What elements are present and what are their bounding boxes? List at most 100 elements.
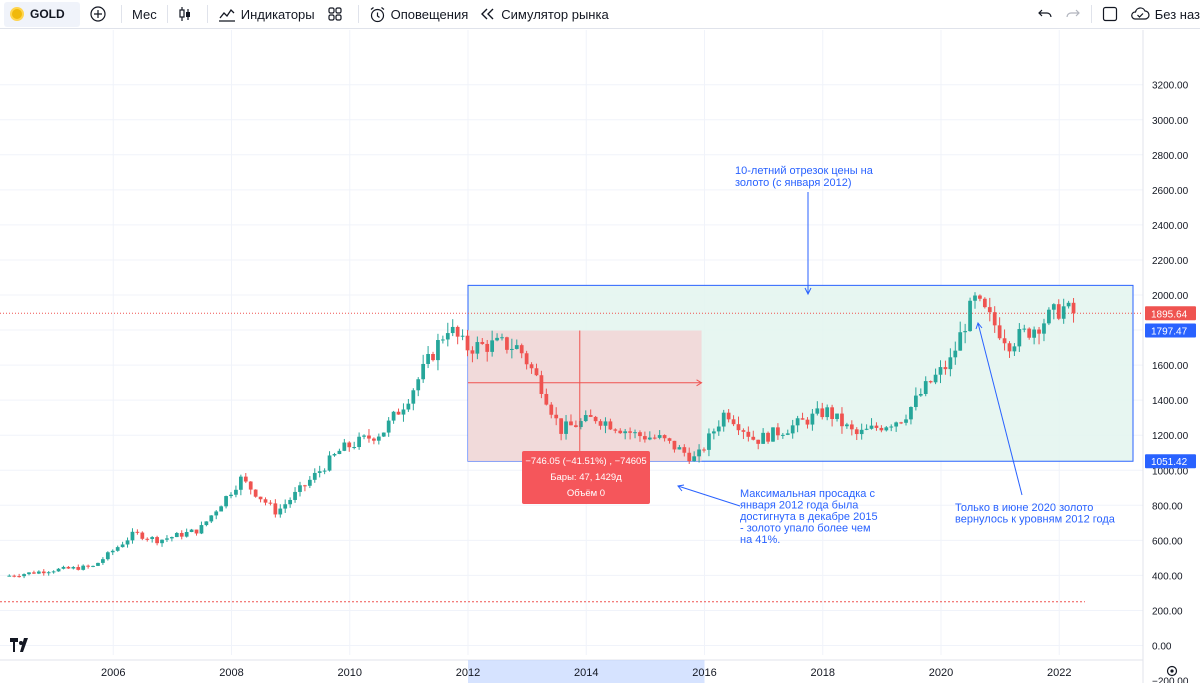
x-tick-label: 2008: [219, 667, 243, 679]
y-axis[interactable]: 3200.00 3000.00 2800.00 2600.00 2400.00 2200.…: [1142, 30, 1200, 683]
candle-body: [933, 374, 938, 383]
candle-body: [756, 439, 761, 444]
candle-body: [1007, 343, 1012, 352]
undo-button[interactable]: [1031, 0, 1059, 29]
candle-body: [904, 419, 908, 423]
candle-body: [337, 450, 342, 455]
price-chart[interactable]: 2006 2008 2010 2012 2014 2016 2018 2020 2022 320…: [0, 30, 1200, 683]
candle-body: [12, 575, 17, 577]
candle-body: [564, 421, 568, 434]
annotation-callouts[interactable]: 10-летний отрезок цены на золото (с январ…: [522, 165, 1116, 546]
templates-grid-icon: [328, 7, 342, 21]
indicators-icon: [218, 8, 235, 22]
candle-body: [332, 454, 337, 456]
chart-type-button[interactable]: [172, 0, 203, 29]
candle-body: [431, 353, 435, 361]
candles-icon: [179, 7, 190, 21]
candle-body: [776, 427, 780, 436]
replay-button[interactable]: Симулятор рынка: [474, 0, 614, 29]
indicators-button[interactable]: Индикаторы: [212, 0, 321, 29]
candle-body: [785, 433, 790, 435]
range-note-line: золото (с января 2012): [735, 177, 852, 189]
candle-body: [854, 429, 859, 435]
candle-body: [1037, 329, 1041, 334]
candle-body: [209, 515, 214, 522]
candle-body: [322, 470, 327, 472]
tradingview-logo[interactable]: [10, 638, 34, 657]
candle-body: [234, 489, 238, 495]
square-layout-icon: [1102, 6, 1117, 22]
symbol-search-button[interactable]: GOLD: [4, 1, 80, 27]
candle-body: [682, 447, 687, 453]
candle-body: [677, 447, 682, 450]
candle-body: [500, 337, 504, 339]
candle-body: [1061, 306, 1066, 319]
drawdown-note-line: достигнута в декабре 2015: [740, 511, 878, 523]
y-tick-label: −200.00: [1152, 677, 1189, 683]
fullscreen-button[interactable]: [1096, 0, 1124, 29]
interval-button[interactable]: Мес: [126, 0, 163, 29]
symbol-label: GOLD: [30, 7, 65, 21]
candle-body: [731, 419, 736, 425]
x-tick-label: 2022: [1047, 667, 1071, 679]
candle-body: [751, 436, 756, 440]
candle-body: [160, 539, 164, 544]
candle-body: [76, 567, 81, 570]
candle-body: [692, 456, 697, 462]
candle-body: [327, 455, 332, 471]
candle-body: [544, 393, 549, 405]
candle-body: [647, 437, 652, 440]
candle-body: [460, 335, 465, 337]
candle-body: [396, 411, 401, 415]
candle-body: [1042, 323, 1046, 334]
chart-area[interactable]: 2006 2008 2010 2012 2014 2016 2018 2020 2022 320…: [0, 30, 1200, 683]
candle-body: [204, 521, 209, 526]
candle-body: [312, 472, 317, 480]
candle-body: [391, 411, 396, 421]
y-tick-label: 1000.00: [1152, 466, 1189, 477]
candle-body: [623, 431, 628, 434]
y-tick-label: 2000.00: [1152, 291, 1189, 302]
measure-result-line: −746.05 (−41.51%) , −74605: [525, 456, 646, 467]
candle-body: [953, 350, 958, 358]
alerts-button[interactable]: Оповещения: [363, 0, 475, 29]
candle-body: [1051, 304, 1056, 310]
candle-body: [524, 353, 529, 365]
candle-body: [283, 504, 288, 509]
candle-body: [7, 575, 12, 577]
y-tick-label: 3000.00: [1152, 116, 1189, 127]
candle-body: [613, 429, 618, 431]
drawdown-note-arrow-head: [677, 484, 685, 492]
candle-body: [549, 404, 554, 415]
interval-label: Мес: [132, 6, 157, 22]
candle-body: [628, 431, 632, 433]
layout-name-label: Без наз: [1154, 6, 1200, 22]
candle-body: [529, 364, 534, 369]
candle-body: [997, 325, 1002, 339]
upper-level-label-bg: [1145, 323, 1196, 338]
candle-body: [199, 525, 204, 534]
drawdown-measure-box[interactable]: [468, 330, 702, 462]
templates-button[interactable]: [321, 0, 354, 29]
x-tick-label: 2010: [338, 667, 362, 679]
candle-body: [135, 531, 140, 533]
candle-body: [71, 567, 76, 569]
candle-body: [687, 452, 692, 462]
compare-button[interactable]: [84, 0, 117, 29]
candle-body: [864, 428, 869, 430]
lower-level-label: 1051.42: [1151, 457, 1188, 468]
candle-body: [17, 576, 22, 578]
replay-rewind-icon: [481, 8, 494, 20]
candle-body: [485, 343, 490, 352]
save-layout-button[interactable]: Без наз: [1124, 0, 1200, 29]
toolbar-divider: [1090, 5, 1092, 23]
candle-body: [978, 295, 982, 299]
candle-body: [475, 342, 480, 354]
redo-button[interactable]: [1059, 0, 1087, 29]
candle-body: [401, 409, 406, 415]
x-axis[interactable]: 2006 2008 2010 2012 2014 2016 2018 2020 2022: [0, 659, 1200, 683]
candle-body: [825, 407, 830, 418]
candle-body: [165, 538, 169, 540]
indicators-label: Индикаторы: [240, 6, 315, 22]
candle-body: [307, 479, 312, 486]
